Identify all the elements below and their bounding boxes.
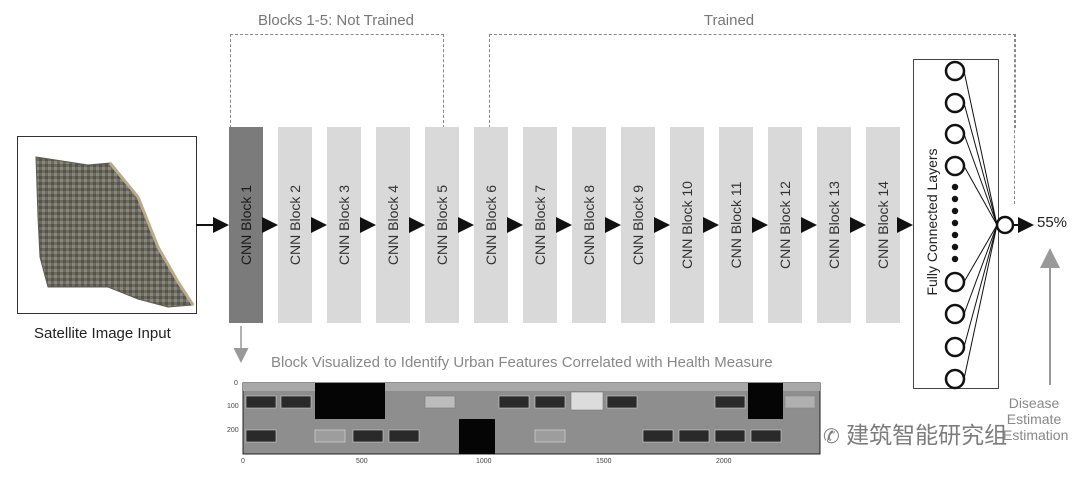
satellite-image: [35, 156, 195, 308]
wechat-icon: ✆: [823, 426, 840, 448]
cnn-block-2: CNN Block 2: [278, 127, 312, 323]
visualization-label: Block Visualized to Identify Urban Featu…: [271, 354, 773, 371]
cnn-block-12: CNN Block 12: [768, 127, 802, 323]
x-tick: 1500: [596, 458, 612, 465]
cnn-block-7: CNN Block 7: [523, 127, 557, 323]
output-value: 55%: [1037, 214, 1068, 231]
x-tick: 2000: [716, 458, 732, 465]
watermark: ✆ 建筑智能研究组: [823, 416, 1007, 450]
disease-line-2: Estimate: [1006, 411, 1062, 427]
feature-map-visualization: [242, 382, 821, 455]
x-tick: 1000: [476, 458, 492, 465]
disease-estimate-label: Disease Estimate Estimation: [1003, 395, 1069, 443]
cnn-block-11: CNN Block 11: [719, 127, 753, 323]
cnn-block-3: CNN Block 3: [327, 127, 361, 323]
bracket-trained-label: Trained: [703, 12, 755, 29]
fc-node: [944, 303, 966, 325]
bracket-not-trained-label: Blocks 1-5: Not Trained: [258, 12, 414, 29]
y-tick: 0: [234, 380, 238, 387]
fc-node: [944, 123, 966, 145]
fc-node: [944, 368, 966, 390]
cnn-block-13: CNN Block 13: [817, 127, 851, 323]
fc-node: [944, 92, 966, 114]
x-tick: 0: [241, 458, 245, 465]
cnn-block-1: CNN Block 1: [229, 127, 263, 323]
disease-line-3: Estimation: [1003, 427, 1069, 443]
cnn-block-8: CNN Block 8: [572, 127, 606, 323]
cnn-block-9: CNN Block 9: [621, 127, 655, 323]
fc-node: [944, 336, 966, 358]
output-node: [995, 215, 1015, 235]
y-tick: 100: [227, 403, 239, 410]
fc-ellipsis-dots: [951, 183, 959, 263]
fc-node: [944, 60, 966, 82]
satellite-image-frame: [17, 136, 197, 314]
bracket-trained: [489, 34, 1016, 128]
fc-node: [944, 155, 966, 177]
disease-line-1: Disease: [1008, 395, 1060, 411]
fc-node: [944, 271, 966, 293]
cnn-block-14: CNN Block 14: [866, 127, 900, 323]
satellite-caption: Satellite Image Input: [34, 325, 171, 342]
bracket-trained-right: [1014, 34, 1015, 204]
y-tick: 200: [227, 427, 239, 434]
bracket-not-trained: [230, 34, 444, 128]
fc-connections: [963, 70, 998, 380]
cnn-block-4: CNN Block 4: [376, 127, 410, 323]
fc-nodes: [944, 60, 966, 390]
watermark-text: 建筑智能研究组: [846, 422, 1008, 448]
cnn-block-6: CNN Block 6: [474, 127, 508, 323]
x-tick: 500: [356, 458, 368, 465]
cnn-block-10: CNN Block 10: [670, 127, 704, 323]
cnn-block-5: CNN Block 5: [425, 127, 459, 323]
